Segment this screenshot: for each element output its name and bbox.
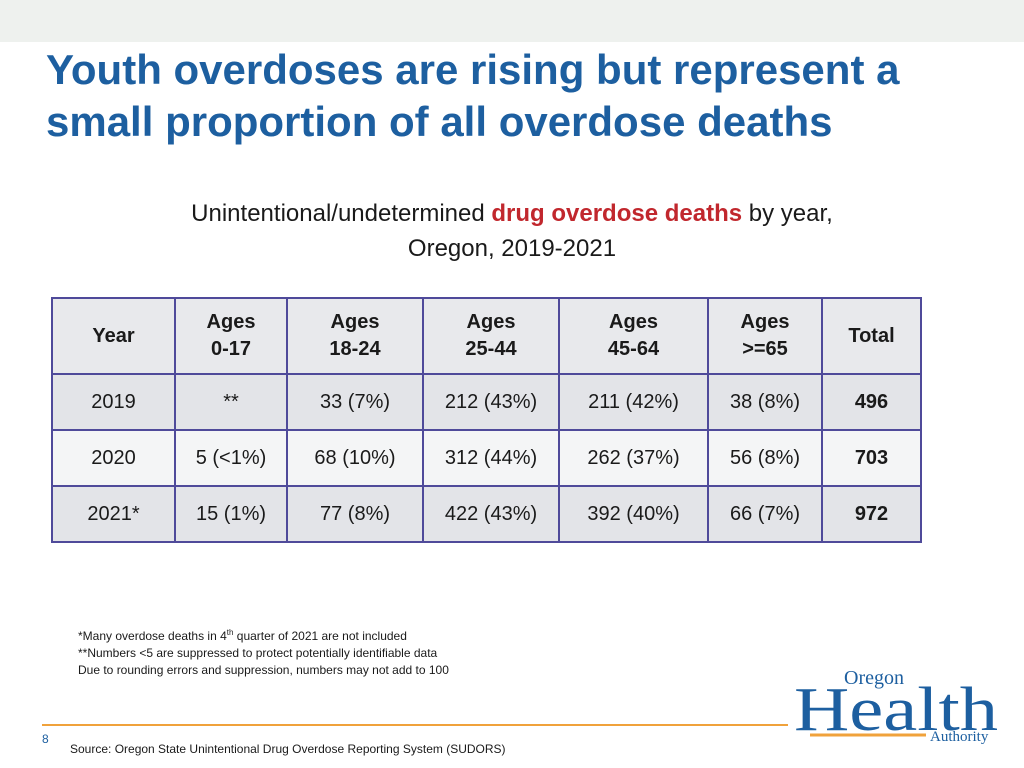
overdose-table: Year Ages 0-17 Ages 18-24 Ages 25-44 Ages 45… — [51, 297, 922, 543]
header-label-line2: >=65 — [742, 338, 788, 360]
page-number: 8 — [42, 732, 49, 746]
table-subtitle: Unintentional/undetermined drug overdose… — [0, 196, 1024, 266]
footnote-1: *Many overdose deaths in 4th quarter of … — [78, 624, 449, 645]
cell-ages-25-44: 422 (43%) — [422, 485, 560, 543]
cell-year: 2020 — [51, 429, 176, 487]
cell-ages-0-17: ** — [174, 373, 288, 431]
header-label-line2: 18-24 — [329, 338, 381, 360]
logo-word-health: Health — [794, 676, 998, 744]
table-header-row: Year Ages 0-17 Ages 18-24 Ages 25-44 Ages 45… — [51, 297, 922, 375]
table-row: 2019 ** 33 (7%) 212 (43%) 211 (42%) 38 (… — [51, 373, 922, 431]
footnote-3: Due to rounding errors and suppression, … — [78, 663, 449, 677]
header-label-line1: Ages — [330, 311, 380, 333]
cell-year: 2019 — [51, 373, 176, 431]
header-label-line1: Ages — [206, 311, 256, 333]
cell-year: 2021* — [51, 485, 176, 543]
cell-ages-65-plus: 66 (7%) — [707, 485, 823, 543]
top-band — [0, 0, 1024, 42]
header-label-line2: 45-64 — [607, 338, 660, 360]
footnotes: *Many overdose deaths in 4th quarter of … — [78, 624, 449, 679]
subtitle-text-start: Unintentional/undetermined — [191, 200, 492, 227]
header-label-line1: Ages — [609, 311, 658, 333]
header-label-line2: 0-17 — [210, 338, 252, 360]
cell-ages-45-64: 262 (37%) — [558, 429, 709, 487]
footer-divider — [42, 724, 788, 726]
header-year: Year — [51, 297, 176, 375]
cell-ages-18-24: 33 (7%) — [286, 373, 424, 431]
header-label-line2: 25-44 — [465, 338, 517, 360]
header-label-line1: Ages — [466, 311, 516, 333]
footnote-1-text: *Many overdose deaths in 4 — [78, 629, 227, 643]
cell-total: 972 — [821, 485, 922, 543]
page-title: Youth overdoses are rising but represent… — [46, 46, 900, 145]
footnote-1-text-end: quarter of 2021 are not included — [233, 629, 407, 643]
cell-ages-0-17: 5 (<1%) — [174, 429, 288, 487]
header-year-label: Year — [92, 324, 135, 347]
cell-ages-18-24: 68 (10%) — [286, 429, 424, 487]
cell-ages-65-plus: 56 (8%) — [707, 429, 823, 487]
footnote-2: **Numbers <5 are suppressed to protect p… — [78, 646, 438, 660]
subtitle-highlight: drug overdose deaths — [491, 200, 743, 227]
cell-ages-45-64: 211 (42%) — [558, 373, 709, 431]
cell-ages-0-17: 15 (1%) — [174, 485, 288, 543]
cell-ages-18-24: 77 (8%) — [286, 485, 424, 543]
source-note: Source: Oregon State Unintentional Drug … — [70, 742, 506, 756]
subtitle-text-end: by year, — [742, 200, 833, 227]
oregon-health-authority-logo: Oregon Health Authority — [794, 667, 998, 745]
cell-total: 703 — [821, 429, 922, 487]
cell-ages-25-44: 212 (43%) — [422, 373, 560, 431]
footnote-1-superscript: th — [226, 628, 234, 637]
table-row: 2020 5 (<1%) 68 (10%) 312 (44%) 262 (37%… — [51, 429, 922, 487]
header-ages-65-plus: Ages >=65 — [707, 297, 823, 375]
header-total: Total — [821, 297, 922, 375]
header-ages-45-64: Ages 45-64 — [558, 297, 709, 375]
cell-ages-65-plus: 38 (8%) — [707, 373, 823, 431]
subtitle-line-1: Unintentional/undetermined drug overdose… — [0, 196, 1024, 231]
cell-ages-25-44: 312 (44%) — [422, 429, 560, 487]
logo-word-authority: Authority — [930, 729, 989, 745]
cell-total: 496 — [821, 373, 922, 431]
subtitle-line-2: Oregon, 2019-2021 — [407, 235, 617, 262]
header-ages-18-24: Ages 18-24 — [286, 297, 424, 375]
header-ages-25-44: Ages 25-44 — [422, 297, 560, 375]
header-label-line1: Ages — [740, 311, 790, 333]
table-row: 2021* 15 (1%) 77 (8%) 422 (43%) 392 (40%… — [51, 485, 922, 543]
cell-ages-45-64: 392 (40%) — [558, 485, 709, 543]
header-ages-0-17: Ages 0-17 — [174, 297, 288, 375]
logo-word-oregon: Oregon — [844, 667, 904, 689]
header-total-label: Total — [848, 324, 895, 347]
